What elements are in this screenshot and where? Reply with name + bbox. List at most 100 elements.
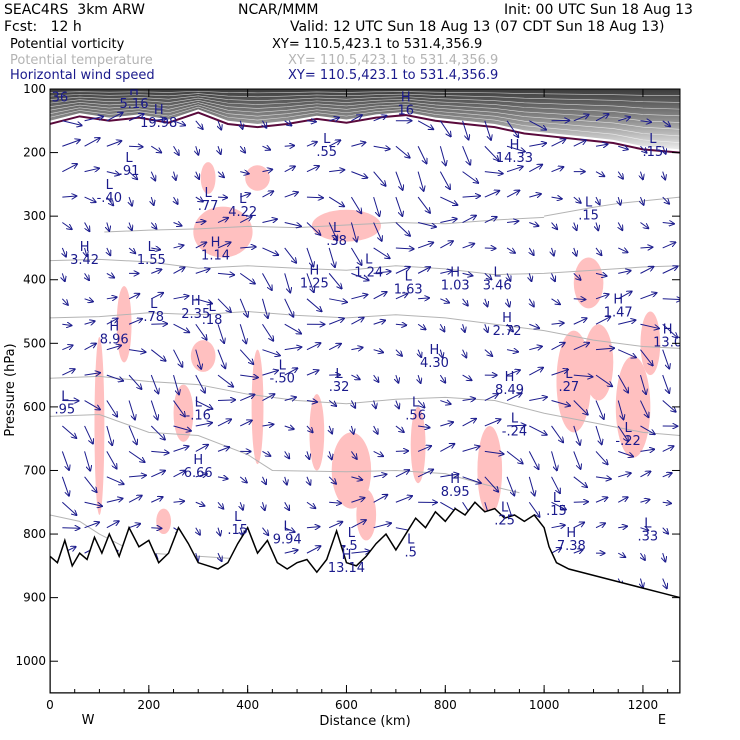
extremum-value: 1.63 [394,283,423,298]
wind-vector [240,420,252,427]
wind-vector [440,401,450,405]
wind-vector [573,522,584,529]
extremum-value: 2.72 [493,324,522,339]
wind-vector [217,273,234,275]
wind-vector [417,120,433,129]
wind-vector [351,375,359,379]
pv-shaded-patch [311,209,382,242]
pv-shaded-patch [94,336,105,515]
wind-vector [173,374,179,394]
extremum-type-high: H [663,322,673,337]
wind-vector [217,477,228,479]
wind-vector [173,471,186,478]
wind-vector [551,525,565,528]
wind-vector [506,370,520,376]
wind-vector [373,196,380,216]
wind-vector [106,318,118,325]
wind-vector [328,400,336,406]
wind-vector [150,425,165,440]
wind-vector [640,171,642,180]
wind-vector [218,146,221,154]
wind-vector [618,146,628,149]
theta-contour-340 [544,196,680,217]
wind-vector [440,474,458,477]
strat-theta-line [50,106,680,143]
extremum-type-low: L [407,532,415,547]
wind-vector [595,497,607,503]
wind-vector [640,349,652,366]
wind-vector [618,117,630,121]
wind-vector [173,349,183,367]
extremum-value: 1.47 [604,306,633,321]
wind-vector [196,171,199,179]
wind-vector [329,425,332,433]
wind-vector [217,349,225,369]
wind-vector [106,400,117,417]
wind-vector [62,528,79,529]
wind-vector [262,323,273,340]
wind-vector [595,317,610,325]
wind-vector [663,578,667,589]
extremum-value: 1.24 [354,266,383,281]
extremum-value: .5 [345,539,357,554]
pv-shaded-patch [410,406,426,484]
wind-vector [640,425,654,434]
wind-vector [417,470,433,478]
wind-vector [262,349,279,356]
wind-vector [306,142,317,147]
east-label: E [658,713,666,728]
wind-vector [506,120,518,137]
wind-vector [284,247,296,263]
wind-vector [485,298,488,307]
wind-vector [618,171,623,179]
wind-vector [328,476,336,484]
wind-vector [150,349,165,361]
wind-vector [150,374,158,393]
extremum-value: 8.49 [495,383,524,398]
wind-vector [84,321,95,324]
wind-vector [62,140,79,147]
wind-vector [62,247,66,257]
extremum-value: .91 [119,164,140,179]
y-tick-label: 300 [23,209,46,223]
wind-vector [217,298,231,312]
wind-vector [551,400,570,406]
wind-vector [373,292,387,300]
wind-vector [395,171,403,190]
extremum-value: 2.35 [181,307,210,322]
wind-vector [373,116,387,122]
wind-vector [62,222,71,230]
wind-vector [61,451,69,470]
wind-vector [306,222,320,235]
wind-vector [284,527,295,532]
extremum-type-high: H [430,343,440,358]
wind-vector [617,497,627,503]
extremum-type-high: H [450,265,460,280]
pv-shaded-patch [245,165,270,191]
wind-vector [106,113,123,122]
extremum-type-high: H [450,472,460,487]
wind-vector [106,451,117,468]
wind-vector [573,400,588,415]
wind-vector [306,273,314,292]
wind-vector [218,120,221,130]
wind-vector [240,247,256,248]
wind-vector [350,196,361,213]
wind-vector [573,451,581,468]
wind-vector [551,501,566,509]
strat-theta-line [50,93,680,103]
y-tick-label: 900 [23,591,46,605]
extremum-type-low: L [494,265,502,280]
wind-vector [173,223,182,226]
wind-vector [284,273,291,292]
wind-vector [573,550,583,553]
wind-vector [395,267,410,274]
wind-vector [462,298,468,306]
extremum-value: .5 [405,545,417,560]
wind-vector [173,446,189,452]
wind-vector [484,419,501,427]
wind-vector [351,318,363,325]
wind-vector [506,393,522,401]
wind-vector [618,473,631,477]
wind-vector [484,476,498,492]
